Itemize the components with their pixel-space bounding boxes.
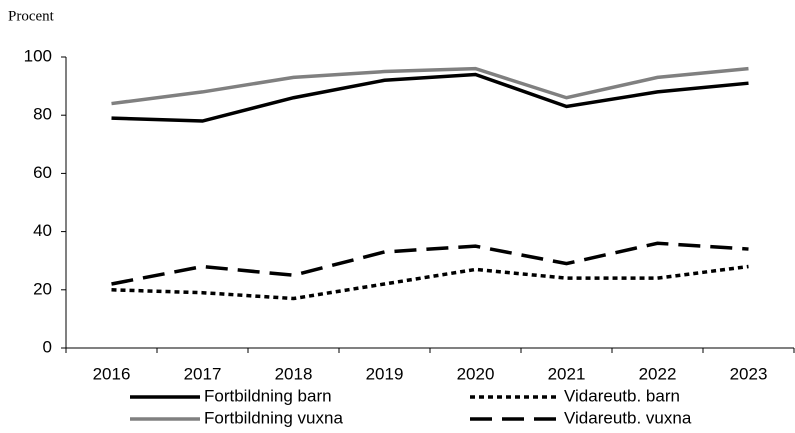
x-tick-label: 2022 xyxy=(639,364,677,383)
x-tick-label: 2019 xyxy=(366,364,404,383)
legend-label: Vidareutb. barn xyxy=(564,386,680,405)
line xyxy=(111,264,749,301)
y-tick-label: 60 xyxy=(33,163,52,182)
y-tick-label: 100 xyxy=(24,46,52,65)
y-tick-label: 40 xyxy=(33,221,52,240)
line xyxy=(111,66,749,106)
x-tick-label: 2020 xyxy=(457,364,495,383)
y-tick-label: 0 xyxy=(43,337,52,356)
legend-label: Vidareutb. vuxna xyxy=(564,408,692,427)
x-tick-label: 2016 xyxy=(93,364,131,383)
x-tick-label: 2018 xyxy=(275,364,313,383)
x-tick-label: 2017 xyxy=(184,364,222,383)
y-tick-label: 80 xyxy=(33,105,52,124)
y-tick-label: 20 xyxy=(33,279,52,298)
y-axis-label: Procent xyxy=(8,8,55,24)
x-tick-label: 2021 xyxy=(548,364,586,383)
legend-label: Fortbildning vuxna xyxy=(204,408,343,427)
legend-label: Fortbildning barn xyxy=(204,386,332,405)
line xyxy=(111,241,749,286)
x-tick-label: 2023 xyxy=(730,364,768,383)
line xyxy=(111,72,749,123)
